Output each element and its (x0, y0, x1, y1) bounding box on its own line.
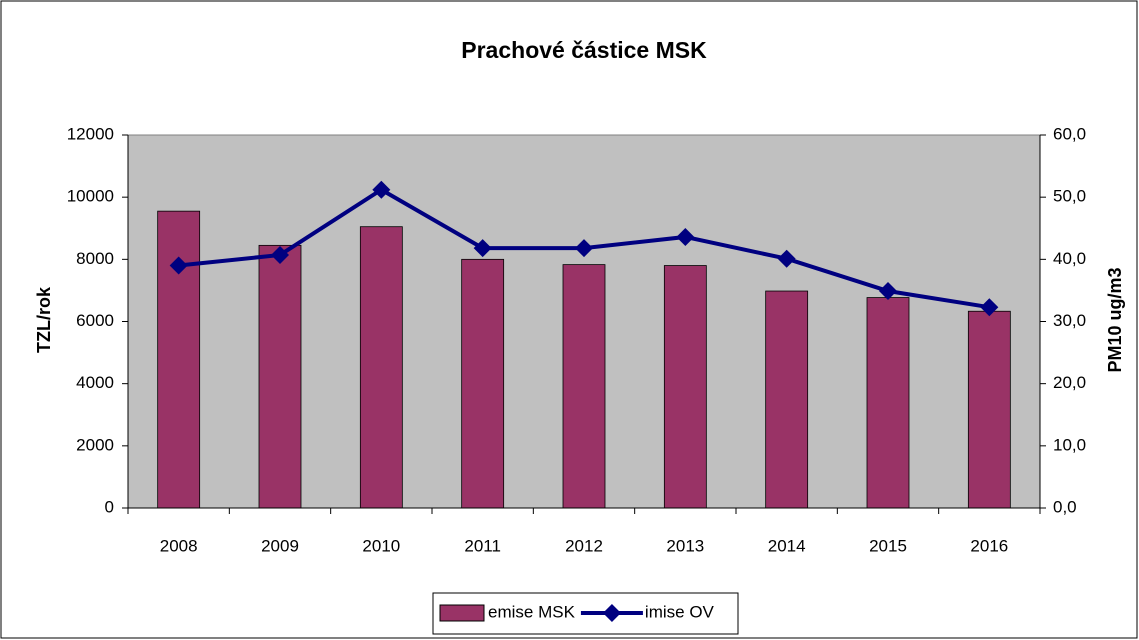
x-tick-label: 2010 (362, 536, 400, 555)
marker (473, 239, 492, 258)
legend-swatch (439, 604, 485, 622)
marker (169, 256, 188, 275)
y-axis-title: TZL/rok (34, 286, 54, 353)
marker (372, 180, 391, 199)
x-tick-label: 2014 (768, 536, 806, 555)
y2-tick-label: 30,0 (1053, 311, 1086, 330)
y2-tick-label: 0,0 (1053, 497, 1077, 516)
y2-axis-title: PM10 ug/m3 (1105, 267, 1125, 372)
chart-title: Prachové částice MSK (461, 37, 707, 63)
bar (461, 258, 505, 509)
y-tick-label: 8000 (76, 249, 114, 268)
y2-tick-label: 50,0 (1053, 187, 1086, 206)
x-tick-label: 2009 (261, 536, 299, 555)
y-tick-label: 6000 (76, 311, 114, 330)
y2-tick-label: 40,0 (1053, 249, 1086, 268)
y2-tick-label: 20,0 (1053, 373, 1086, 392)
y2-tick-label: 60,0 (1053, 124, 1086, 143)
y-tick-label: 4000 (76, 373, 114, 392)
bar (359, 226, 403, 509)
y-tick-label: 10000 (67, 187, 114, 206)
bar (258, 244, 302, 509)
y-tick-label: 2000 (76, 435, 114, 454)
x-tick-label: 2011 (464, 536, 501, 555)
x-tick-label: 2016 (970, 536, 1008, 555)
x-tick-label: 2013 (666, 536, 704, 555)
y-tick-label: 0 (105, 497, 114, 516)
x-tick-label: 2008 (160, 536, 198, 555)
x-tick-label: 2012 (565, 536, 603, 555)
marker (575, 239, 593, 258)
marker (271, 245, 289, 264)
bar (866, 297, 910, 509)
marker (879, 282, 897, 301)
bar (663, 265, 707, 509)
y-tick-label: 12000 (67, 124, 114, 143)
x-tick-label: 2015 (869, 536, 907, 555)
legend-label: emise MSK (488, 602, 576, 621)
bar (967, 310, 1011, 509)
y2-tick-label: 10,0 (1053, 435, 1086, 454)
legend-label: imise OV (645, 602, 715, 621)
bar (765, 290, 809, 509)
bar (157, 210, 201, 509)
marker (676, 227, 695, 246)
marker (980, 298, 999, 317)
marker (777, 249, 796, 268)
legend-marker (602, 604, 621, 622)
bar (562, 264, 606, 509)
